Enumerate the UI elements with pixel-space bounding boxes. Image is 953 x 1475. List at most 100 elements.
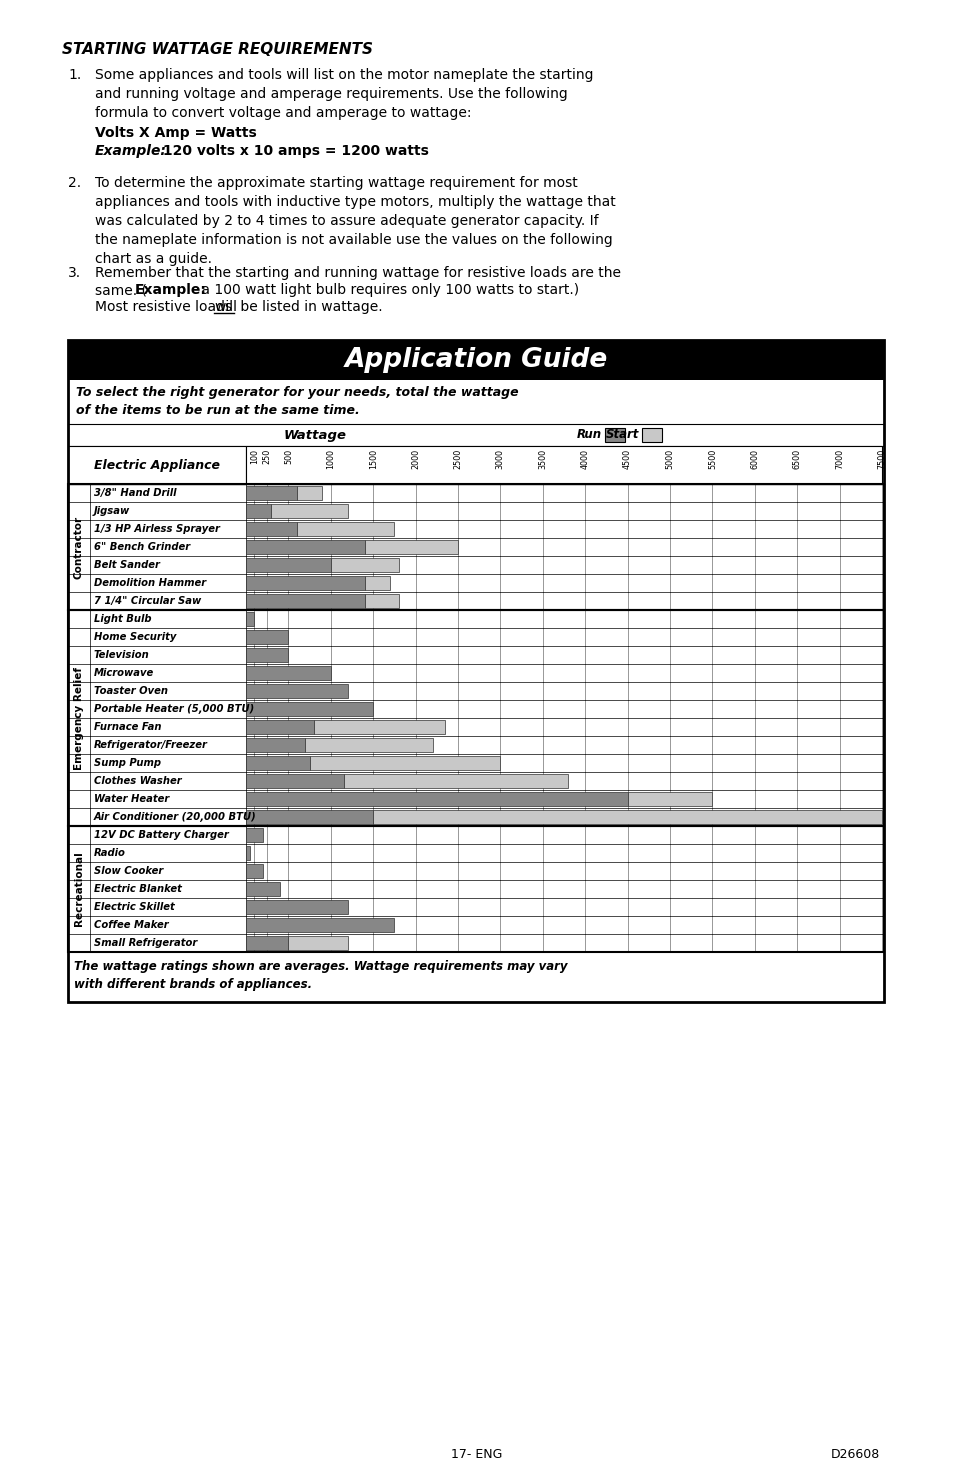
- Bar: [68, 701, 883, 718]
- Bar: [246, 937, 288, 950]
- Text: Water Heater: Water Heater: [94, 794, 169, 804]
- Bar: [68, 484, 883, 611]
- Text: Refrigerator/Freezer: Refrigerator/Freezer: [94, 740, 208, 749]
- Text: The wattage ratings shown are averages. Wattage requirements may vary
with diffe: The wattage ratings shown are averages. …: [74, 960, 567, 991]
- Bar: [296, 487, 322, 500]
- Bar: [68, 861, 883, 881]
- Bar: [68, 341, 883, 1002]
- Bar: [246, 684, 348, 698]
- Bar: [641, 428, 661, 441]
- Text: same. (: same. (: [95, 283, 147, 296]
- Bar: [246, 774, 343, 788]
- Bar: [604, 428, 624, 441]
- Text: 2500: 2500: [453, 448, 462, 469]
- Bar: [68, 611, 883, 826]
- Text: Sump Pump: Sump Pump: [94, 758, 161, 768]
- Text: 6" Bench Grinder: 6" Bench Grinder: [94, 541, 190, 552]
- Text: 3500: 3500: [537, 448, 547, 469]
- Bar: [68, 574, 883, 591]
- Bar: [68, 484, 883, 502]
- Bar: [246, 882, 279, 895]
- Text: 4000: 4000: [580, 448, 589, 469]
- Bar: [246, 917, 394, 932]
- Text: 5000: 5000: [665, 448, 674, 469]
- Bar: [272, 504, 348, 518]
- Bar: [246, 702, 373, 715]
- Bar: [246, 540, 364, 553]
- Bar: [246, 757, 310, 770]
- Text: Air Conditioner (20,000 BTU): Air Conditioner (20,000 BTU): [94, 813, 256, 822]
- Bar: [246, 792, 627, 805]
- Text: 100: 100: [250, 448, 258, 465]
- Text: Belt Sander: Belt Sander: [94, 560, 160, 569]
- Bar: [68, 791, 883, 808]
- Bar: [246, 558, 331, 572]
- Bar: [68, 591, 883, 611]
- Bar: [246, 667, 331, 680]
- Bar: [310, 757, 500, 770]
- Bar: [314, 720, 445, 735]
- Bar: [246, 612, 254, 625]
- Bar: [246, 630, 288, 645]
- Bar: [68, 681, 883, 701]
- Bar: [246, 487, 296, 500]
- Bar: [246, 720, 314, 735]
- Bar: [68, 423, 883, 445]
- Text: 6500: 6500: [792, 448, 801, 469]
- Text: Example:: Example:: [95, 145, 167, 158]
- Text: Start: Start: [605, 429, 639, 441]
- Bar: [68, 718, 883, 736]
- Bar: [68, 826, 883, 951]
- Bar: [246, 738, 305, 752]
- Text: Light Bulb: Light Bulb: [94, 614, 152, 624]
- Bar: [288, 937, 348, 950]
- Text: To determine the approximate starting wattage requirement for most
appliances an: To determine the approximate starting wa…: [95, 176, 615, 266]
- Text: Volts X Amp = Watts: Volts X Amp = Watts: [95, 125, 256, 140]
- Text: be listed in wattage.: be listed in wattage.: [235, 299, 382, 314]
- Text: 2.: 2.: [68, 176, 81, 190]
- Bar: [246, 827, 263, 842]
- Bar: [68, 664, 883, 681]
- Text: 7000: 7000: [834, 448, 843, 469]
- Bar: [68, 736, 883, 754]
- Text: Run: Run: [577, 429, 601, 441]
- Text: a 100 watt light bulb requires only 100 watts to start.): a 100 watt light bulb requires only 100 …: [196, 283, 578, 296]
- Text: 120 volts x 10 amps = 1200 watts: 120 volts x 10 amps = 1200 watts: [158, 145, 429, 158]
- Text: D26608: D26608: [830, 1448, 879, 1462]
- Text: 7 1/4" Circular Saw: 7 1/4" Circular Saw: [94, 596, 201, 606]
- Bar: [364, 577, 390, 590]
- Bar: [68, 445, 246, 484]
- Bar: [246, 445, 882, 484]
- Text: Contractor: Contractor: [74, 515, 84, 578]
- Bar: [68, 771, 883, 791]
- Text: 17- ENG: 17- ENG: [451, 1448, 502, 1462]
- Text: 7500: 7500: [877, 448, 885, 469]
- Bar: [246, 504, 272, 518]
- Text: 1.: 1.: [68, 68, 81, 83]
- Text: Home Security: Home Security: [94, 631, 176, 642]
- Bar: [246, 648, 288, 662]
- Bar: [68, 628, 883, 646]
- Text: Emergency Relief: Emergency Relief: [74, 667, 84, 770]
- Text: Furnace Fan: Furnace Fan: [94, 721, 161, 732]
- Bar: [68, 844, 883, 861]
- Text: Most resistive loads: Most resistive loads: [95, 299, 236, 314]
- Bar: [68, 826, 883, 844]
- Text: 3.: 3.: [68, 266, 81, 280]
- Text: Recreational: Recreational: [74, 851, 84, 926]
- Bar: [296, 522, 394, 535]
- Text: Example:: Example:: [135, 283, 207, 296]
- Text: 1000: 1000: [326, 448, 335, 469]
- Text: 12V DC Battery Charger: 12V DC Battery Charger: [94, 830, 229, 839]
- Bar: [68, 646, 883, 664]
- Text: 4500: 4500: [622, 448, 632, 469]
- Bar: [68, 898, 883, 916]
- Text: Radio: Radio: [94, 848, 126, 858]
- Bar: [246, 864, 263, 878]
- Bar: [343, 774, 568, 788]
- Text: 2000: 2000: [411, 448, 419, 469]
- Bar: [68, 538, 883, 556]
- Bar: [373, 810, 882, 825]
- Text: 500: 500: [284, 448, 293, 465]
- Bar: [68, 341, 883, 381]
